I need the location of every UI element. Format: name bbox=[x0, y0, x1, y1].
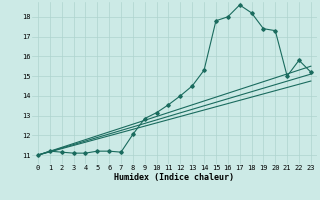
X-axis label: Humidex (Indice chaleur): Humidex (Indice chaleur) bbox=[115, 173, 234, 182]
